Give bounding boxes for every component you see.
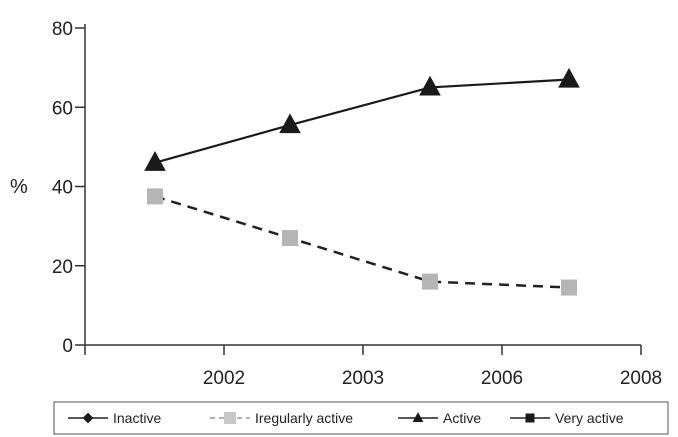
data-point <box>561 279 577 296</box>
legend-label: Inactive <box>113 410 161 426</box>
y-tick-label: 20 <box>52 257 73 278</box>
y-tick-label: 0 <box>62 336 73 357</box>
x-tick-label: 2006 <box>481 368 523 389</box>
y-tick-label: 40 <box>52 178 73 199</box>
legend-label: Active <box>443 410 481 426</box>
legend-marker <box>525 413 535 423</box>
plot-area: 0 20 40 60 80 2002 2003 2006 2008 <box>52 19 662 389</box>
data-point <box>558 67 580 88</box>
legend-label: Iregularly active <box>255 410 353 426</box>
legend: Inactive Iregularly active Active Very acti… <box>53 401 669 435</box>
legend-marker <box>224 412 236 424</box>
legend-box <box>53 401 669 435</box>
legend-label: Very active <box>555 410 624 426</box>
data-point <box>419 75 441 96</box>
data-point <box>279 113 301 134</box>
y-axis-label: % <box>10 176 28 198</box>
data-point <box>282 230 298 247</box>
series-line-2 <box>154 78 570 164</box>
data-point <box>144 151 166 171</box>
data-point <box>422 273 438 290</box>
data-point <box>147 188 163 205</box>
legend-marker <box>82 412 94 424</box>
y-tick-label: 80 <box>52 19 73 40</box>
x-tick-label: 2002 <box>203 368 245 389</box>
series-line-1 <box>154 195 570 289</box>
y-tick-label: 60 <box>52 98 73 119</box>
x-tick-label: 2003 <box>342 368 384 389</box>
legend-marker <box>412 412 424 423</box>
x-tick-label: 2008 <box>620 368 662 389</box>
